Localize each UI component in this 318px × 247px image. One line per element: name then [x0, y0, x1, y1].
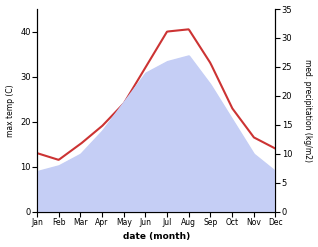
Y-axis label: max temp (C): max temp (C) — [5, 84, 15, 137]
Y-axis label: med. precipitation (kg/m2): med. precipitation (kg/m2) — [303, 59, 313, 162]
X-axis label: date (month): date (month) — [123, 232, 190, 242]
